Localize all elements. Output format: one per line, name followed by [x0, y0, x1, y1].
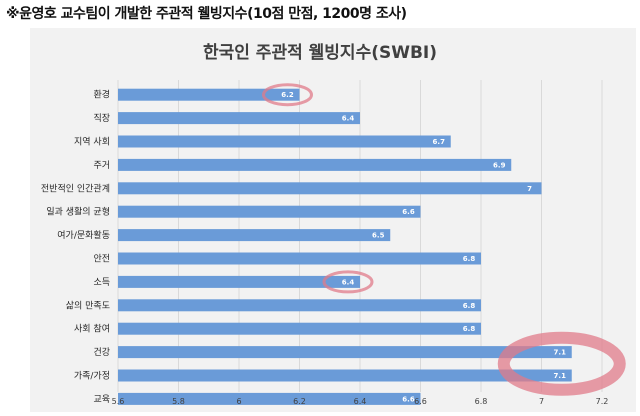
highlight-ellipse — [497, 331, 626, 396]
image-caption: ※윤영호 교수팀이 개발한 주관적 웰빙지수(10점 만점, 1200명 조사) — [6, 6, 407, 22]
category-label: 전반적인 인간관계 — [41, 182, 110, 194]
bars: 6.2 6.4 6.7 6.9 7 6.6 6.5 6.8 6.4 6.8 6.8 7.1 7.1 6.6 — [118, 88, 572, 405]
bar-value-label: 6.6 — [402, 395, 415, 403]
category-label: 여가/문화활동 — [57, 229, 110, 241]
bar — [118, 252, 481, 265]
category-label: 사회 참여 — [74, 323, 110, 335]
bar-value-label: 7 — [527, 185, 532, 193]
bar-value-label: 6.5 — [372, 232, 385, 240]
bar-value-label: 6.2 — [281, 91, 294, 99]
x-tick-label: 7 — [539, 397, 544, 406]
category-label: 환경 — [93, 89, 110, 101]
category-label: 직장 — [93, 113, 110, 124]
bar-value-label: 6.6 — [402, 208, 415, 216]
x-tick-label: 5.8 — [172, 397, 185, 406]
category-label: 건강 — [93, 347, 110, 358]
category-label: 삶의 만족도 — [66, 300, 110, 311]
bar-value-label: 6.8 — [463, 325, 476, 333]
category-label: 안전 — [93, 254, 110, 265]
bar — [118, 229, 391, 242]
x-tick-label: 6.2 — [293, 397, 306, 406]
bar-value-label: 6.7 — [433, 138, 446, 146]
chart-title: 한국인 주관적 웰빙지수(SWBI) — [203, 43, 437, 63]
x-tick-label: 6.4 — [354, 397, 367, 406]
x-tick-label: 5.6 — [112, 397, 125, 406]
x-tick-label: 6.8 — [475, 397, 488, 406]
category-label: 일과 생활의 균형 — [46, 206, 110, 218]
category-label: 소득 — [93, 277, 110, 288]
bar — [118, 182, 542, 195]
x-tick-label: 6 — [236, 397, 241, 406]
bar — [118, 205, 421, 218]
highlight-ellipse — [322, 270, 374, 294]
bar-value-label: 7.1 — [554, 372, 567, 380]
bar — [118, 299, 481, 312]
bar — [118, 346, 572, 359]
category-label: 주거 — [93, 160, 110, 171]
highlight-circles — [262, 83, 626, 396]
bar — [118, 135, 451, 148]
bar-value-label: 6.4 — [342, 115, 355, 123]
x-tick-labels: 5.6 5.8 6 6.2 6.4 6.6 6.8 7 7.2 — [112, 397, 609, 406]
bar-value-label: 6.9 — [493, 161, 506, 169]
bar — [118, 322, 481, 335]
bar — [118, 275, 360, 288]
bar-value-label: 7.1 — [554, 349, 567, 357]
bar — [118, 392, 421, 405]
category-label: 지역 사회 — [74, 137, 110, 148]
bar-value-label: 6.4 — [342, 278, 355, 286]
bar — [118, 158, 512, 171]
category-label: 교육 — [93, 394, 110, 405]
category-label: 가족/가정 — [74, 371, 110, 382]
highlight-ellipse — [262, 83, 313, 107]
bar — [118, 369, 572, 382]
x-tick-label: 6.6 — [414, 397, 427, 406]
bar-value-label: 6.8 — [463, 255, 476, 263]
bar — [118, 88, 300, 101]
x-tick-label: 7.2 — [596, 397, 609, 406]
bar — [118, 112, 360, 125]
bar-value-label: 6.8 — [463, 302, 476, 310]
